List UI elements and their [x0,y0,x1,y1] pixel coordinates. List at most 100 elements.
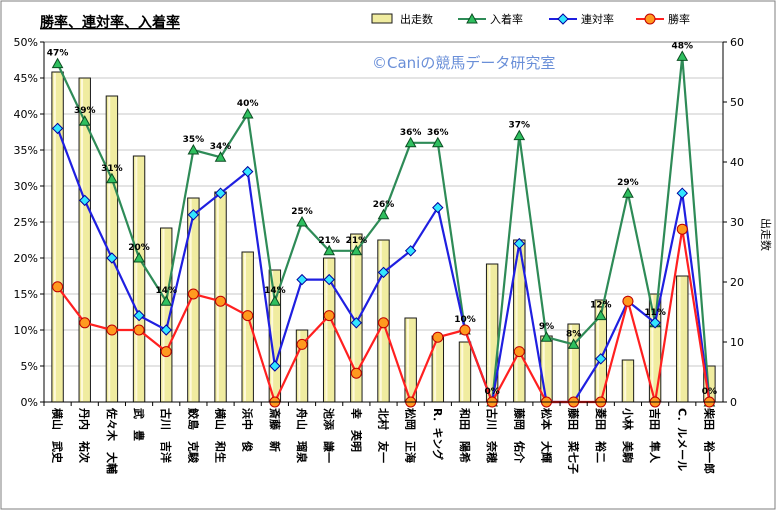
point-triangle [540,331,553,342]
bar-highlight [651,295,654,401]
data-label: 26% [373,200,395,210]
x-tick-label: 小林 美駒 [621,407,635,463]
point-diamond [106,252,118,264]
point-diamond [377,266,390,279]
y-tick-label: 5% [21,360,38,373]
x-tick-label: R．キング [431,408,445,460]
x-tick-label: 横山 武史 [51,408,65,464]
point-circle [459,324,471,336]
point-diamond [160,324,172,336]
y2-tick-label: 30 [730,216,744,229]
bar-highlight [624,361,627,401]
x-tick-label: 松岡 正海 [404,408,418,463]
x-tick-label: 幸 英明 [349,408,363,452]
x-tick-label: 菱田 裕二 [594,408,608,463]
x-tick-label: 丹内 祐次 [78,408,92,463]
y2-tick-label: 40 [730,156,744,169]
bar [458,341,472,403]
point-diamond [187,209,200,221]
data-label: 10% [454,315,476,325]
data-label: 31% [101,164,123,174]
x-tick-label: 古川 奈穂 [485,408,499,463]
legend-label: 出走数 [400,12,433,26]
point-triangle [594,309,607,321]
bars-series [51,71,716,403]
y-tick-label: 15% [14,288,38,301]
legend-label: 入着率 [490,12,523,26]
data-label: 21% [318,236,340,246]
x-tick-label: C．ルメール [675,408,688,471]
data-label: 40% [237,99,259,109]
y2-tick-label: 20 [730,276,744,289]
data-label: 39% [74,106,96,116]
point-circle [215,295,227,307]
x-tick-label: 武 豊 [132,408,146,441]
point-circle [513,346,525,358]
x-tick-label: 吉田 隼人 [648,408,662,464]
bar-highlight [488,265,491,401]
data-label: 0% [484,387,499,397]
data-label: 12% [590,301,612,311]
watermark: ©Caniの競馬データ研究室 [372,54,555,72]
point-diamond [513,237,526,250]
x-tick-label: 斎藤 新 [268,408,282,452]
point-triangle [78,115,91,126]
x-tick-label: 横山 和生 [214,408,228,463]
data-label: 36% [427,128,449,138]
point-triangle [676,50,689,61]
bar-highlight [515,241,518,401]
point-triangle [51,57,64,69]
x-tick-label: 舟山 瑠泉 [295,408,309,464]
point-triangle [214,151,227,162]
point-triangle [513,129,526,141]
data-label: 47% [47,49,69,59]
point-circle [52,281,64,293]
point-circle [350,367,362,379]
x-tick-label: 浜中 俊 [241,408,255,452]
bar-highlight [81,79,84,401]
chart-title: 勝率、連対率、入着率 [40,14,180,31]
point-diamond [269,360,281,372]
legend-label: 勝率 [668,12,690,26]
bar-highlight [597,301,600,401]
bar-highlight [461,343,464,401]
y2-axis-title: 出走数 [759,218,773,251]
data-label: 14% [264,286,286,296]
point-triangle [133,251,145,263]
data-label: 37% [509,121,531,131]
y-tick-label: 0% [21,396,38,409]
bar-highlight [298,331,301,401]
data-label: 35% [183,135,205,145]
data-label: 9% [539,322,554,332]
point-triangle [466,12,478,24]
legend-label: 連対率 [581,12,614,26]
point-diamond [350,317,363,329]
point-circle [296,338,308,350]
x-tick-label: 藤田 菜七子 [567,408,581,474]
point-circle [432,331,444,343]
bar-highlight [162,229,165,401]
bar-highlight [542,337,545,401]
x-tick-label: 池添 謙一 [322,408,336,463]
x-tick-label: 和田 陽希 [458,408,472,463]
bar-highlight [569,325,572,401]
bar-highlight [678,277,681,401]
point-diamond [557,13,569,25]
x-tick-label: 松本 大輝 [539,408,553,463]
point-circle [106,324,118,336]
point-triangle [567,338,580,349]
data-label: 8% [566,329,581,339]
point-diamond [133,309,145,322]
data-label: 21% [346,236,368,246]
point-circle [242,310,254,322]
x-tick-label: 北村 友一 [377,408,391,463]
point-triangle [106,172,118,184]
legend: 出走数 入着率 連対率 勝率 [371,12,690,26]
y-tick-label: 10% [14,324,38,337]
point-triangle [160,295,173,306]
data-label: 29% [617,178,639,188]
y2-tick-label: 60 [730,36,744,49]
bar [78,77,91,403]
data-label: 48% [671,41,693,51]
